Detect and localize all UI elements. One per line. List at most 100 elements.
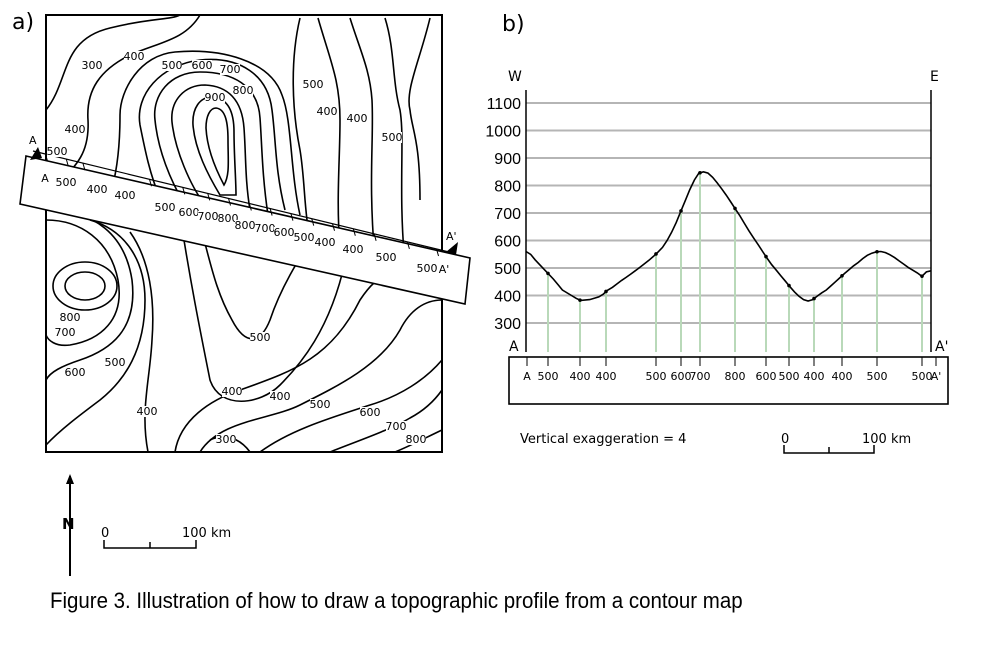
marker-a bbox=[30, 147, 42, 160]
strip-label: A' bbox=[931, 370, 942, 383]
contour-label: 300 bbox=[216, 433, 237, 446]
profile-grid bbox=[526, 102, 931, 324]
contour-label: 800 bbox=[60, 311, 81, 324]
map-scale-end: 100 km bbox=[182, 526, 231, 541]
contour-label: 500 bbox=[417, 262, 438, 275]
contour-label: 400 bbox=[124, 50, 145, 63]
strip-end-label: A bbox=[41, 172, 49, 185]
strip-end-label: A' bbox=[439, 263, 450, 276]
panel-a-label: a) bbox=[12, 10, 35, 35]
contour-label: 400 bbox=[317, 105, 338, 118]
contour-label: 500 bbox=[155, 201, 176, 214]
north-label: N bbox=[62, 515, 75, 533]
strip-end-labels: A A' bbox=[41, 172, 449, 276]
contour-label: 500 bbox=[250, 331, 271, 344]
contour-label: 600 bbox=[360, 406, 381, 419]
strip-label: 500 bbox=[538, 370, 559, 383]
contour-label: 500 bbox=[56, 176, 77, 189]
contour-label: 400 bbox=[87, 183, 108, 196]
marker-a-prime bbox=[446, 242, 458, 255]
map-frame bbox=[45, 14, 443, 453]
contour-label: 800 bbox=[218, 212, 239, 225]
y-tick-label: 500 bbox=[494, 261, 521, 278]
panel-b-label: b) bbox=[502, 12, 525, 37]
profile-scale-end: 100 km bbox=[862, 432, 911, 447]
contour-label: 900 bbox=[205, 91, 226, 104]
figure-caption: Figure 3. Illustration of how to draw a … bbox=[50, 588, 743, 613]
strip-label: 400 bbox=[596, 370, 617, 383]
contour-label: 700 bbox=[198, 210, 219, 223]
contour-label: 500 bbox=[294, 231, 315, 244]
strip-label: 400 bbox=[832, 370, 853, 383]
vertical-exaggeration-note: Vertical exaggeration = 4 bbox=[520, 432, 686, 447]
contour-label: 600 bbox=[179, 206, 200, 219]
profile-line bbox=[32, 150, 450, 253]
map-scale-bar: 0 100 km bbox=[101, 526, 231, 549]
y-tick-label: 300 bbox=[494, 316, 521, 333]
y-tick-label: 900 bbox=[494, 151, 521, 168]
contour-label: 400 bbox=[343, 243, 364, 256]
contour-label: 400 bbox=[347, 112, 368, 125]
strip-label: 700 bbox=[690, 370, 711, 383]
contour-label: 500 bbox=[105, 356, 126, 369]
strip-ticks bbox=[44, 153, 440, 257]
strip-label: 600 bbox=[671, 370, 692, 383]
y-tick-label: 600 bbox=[494, 234, 521, 251]
contour-label: 500 bbox=[47, 145, 68, 158]
strip-label: 500 bbox=[867, 370, 888, 383]
contour-label: 600 bbox=[274, 226, 295, 239]
contour-label: 300 bbox=[82, 59, 103, 72]
contour-label: 500 bbox=[382, 131, 403, 144]
y-tick-label: 400 bbox=[494, 289, 521, 306]
contour-label: 700 bbox=[55, 326, 76, 339]
y-tick-label: 800 bbox=[494, 179, 521, 196]
y-tick-label: 700 bbox=[494, 206, 521, 223]
contour-label: 500 bbox=[303, 78, 324, 91]
strip-label: 400 bbox=[570, 370, 591, 383]
contour-label: 400 bbox=[222, 385, 243, 398]
profile-scale-bar: 0 100 km bbox=[781, 432, 911, 454]
strip-label: 500 bbox=[912, 370, 933, 383]
strip-label: A bbox=[523, 370, 531, 383]
strip-label: 500 bbox=[779, 370, 800, 383]
contour-label: 400 bbox=[315, 236, 336, 249]
contour-label: 500 bbox=[310, 398, 331, 411]
profile-scale-start: 0 bbox=[781, 432, 789, 447]
map-scale-start: 0 bbox=[101, 526, 109, 541]
contour-label: 600 bbox=[65, 366, 86, 379]
contour-label: 800 bbox=[233, 84, 254, 97]
contour-label: 700 bbox=[386, 420, 407, 433]
label-a-start: A bbox=[29, 134, 37, 147]
contour-label: 700 bbox=[220, 63, 241, 76]
contour-label: 500 bbox=[162, 59, 183, 72]
west-label: W bbox=[508, 69, 522, 85]
label-a-prime-end: A' bbox=[446, 230, 457, 243]
strip-label: 400 bbox=[804, 370, 825, 383]
contour-label: 700 bbox=[255, 222, 276, 235]
contour-label: 500 bbox=[376, 251, 397, 264]
contour-label: 400 bbox=[270, 390, 291, 403]
y-tick-label: 1100 bbox=[487, 96, 522, 113]
east-label: E bbox=[930, 69, 939, 85]
y-tick-labels: 300 400 500 600 700 800 900 1000 1100 bbox=[485, 96, 521, 333]
contour-label: 600 bbox=[192, 59, 213, 72]
contour-label: 400 bbox=[65, 123, 86, 136]
profile-a-prime-label: A' bbox=[935, 339, 948, 355]
contour-label: 400 bbox=[115, 189, 136, 202]
profile-a-label: A bbox=[509, 339, 519, 355]
profile-curve bbox=[525, 170, 932, 302]
north-arrow: N bbox=[62, 474, 75, 576]
strip-label: 800 bbox=[725, 370, 746, 383]
strip-label: 500 bbox=[646, 370, 667, 383]
contour-label: 800 bbox=[235, 219, 256, 232]
contour-label: 400 bbox=[137, 405, 158, 418]
contour-label: 800 bbox=[406, 433, 427, 446]
profile-droplines bbox=[546, 170, 924, 352]
y-tick-label: 1000 bbox=[485, 124, 521, 141]
strip-label: 600 bbox=[756, 370, 777, 383]
